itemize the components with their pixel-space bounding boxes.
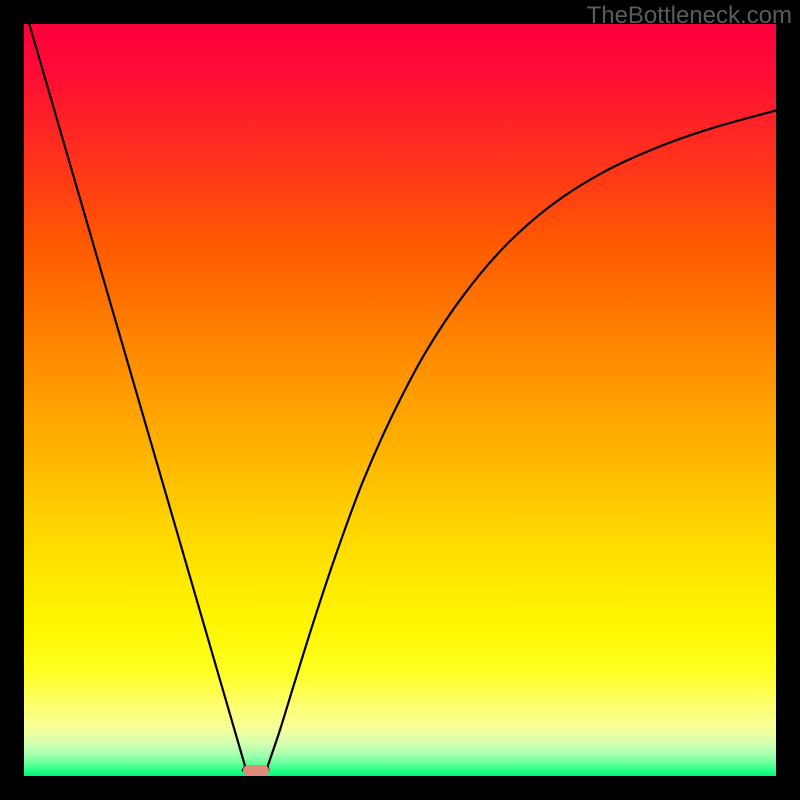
chart-canvas: TheBottleneck.com bbox=[0, 0, 800, 800]
watermark-text: TheBottleneck.com bbox=[587, 2, 792, 30]
plot-area bbox=[24, 24, 776, 776]
bottleneck-curve bbox=[24, 24, 776, 776]
dip-marker bbox=[243, 765, 269, 776]
